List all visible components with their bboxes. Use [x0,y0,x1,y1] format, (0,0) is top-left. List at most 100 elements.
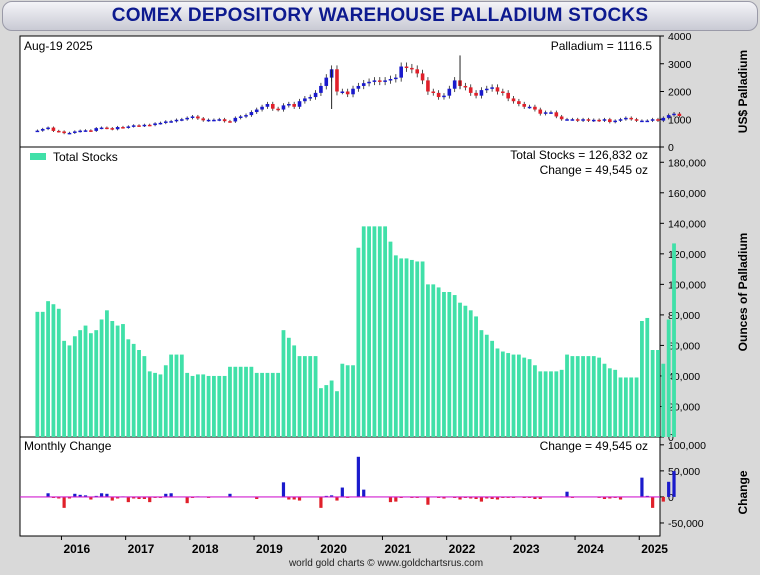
stocks-bar [629,377,634,437]
change-bar [67,496,72,499]
stocks-bar [404,258,409,437]
price-candle [190,116,195,118]
price-candle [570,119,575,121]
price-candle [634,119,639,121]
price-ytick-label: 4000 [668,31,692,43]
price-candle [196,116,200,119]
change-bar [126,496,130,503]
stocks-bar [94,330,99,437]
change-ytick-label: 100,000 [668,440,706,452]
change-bar [255,496,259,500]
stocks-bar [335,391,339,437]
price-candle [222,119,227,122]
change-bar [667,481,671,497]
stocks-bar [415,261,420,437]
price-candle [335,69,339,92]
change-bar [458,496,462,500]
price-candle [308,97,313,99]
price-candle [410,67,414,70]
price-candle [383,80,387,82]
price-ytick-label: 0 [668,142,674,154]
stocks-bar [634,377,639,437]
stocks-bar [613,369,618,437]
stocks-bar [388,241,393,437]
change-bar [281,482,286,497]
x-year-label: 2025 [641,542,668,556]
change-bar [132,496,136,499]
price-candle [399,66,403,78]
stocks-bar [377,226,382,437]
change-ytick-label: 50,000 [668,466,700,478]
stocks-bar [190,375,195,437]
stocks-bar [581,356,585,437]
stocks-bar [640,321,644,437]
change-bar [330,495,334,497]
stocks-bar [463,305,468,437]
x-year-label: 2020 [320,542,347,556]
change-bar [185,496,189,504]
price-candle [442,95,446,98]
price-candle [142,124,147,127]
price-candle [431,91,436,93]
stocks-ytick-label: 60,000 [668,340,700,352]
stocks-bar [319,388,323,437]
price-candle [297,101,302,107]
stocks-bar [468,310,473,437]
change-bar [426,496,430,505]
x-year-label: 2016 [63,542,90,556]
price-candle [265,103,270,107]
stocks-bar [565,354,569,437]
price-candle [212,119,216,122]
stocks-bar [479,330,484,437]
x-year-label: 2023 [513,542,540,556]
change-bar [565,491,569,497]
stocks-bar [281,330,286,437]
stocks-bar [324,385,329,437]
stocks-bar [51,304,56,437]
change-bar [474,496,478,500]
price-candle [260,106,264,110]
price-candle [83,130,88,132]
change-bar [495,496,500,500]
stocks-ytick-label: 0 [668,432,674,444]
stocks-bar [495,348,500,437]
price-candle [517,101,521,104]
stocks-bar [270,372,275,437]
change-panel-label: Monthly Change [24,439,112,453]
stocks-bar [672,243,676,437]
stocks-bar [661,363,666,437]
stocks-bar [78,330,83,437]
change-bar [99,493,104,497]
stocks-bar [650,350,655,437]
change-bar [602,496,607,500]
stocks-bar [179,354,184,437]
price-candle [581,119,585,121]
price-candle [174,119,179,122]
price-candle [436,92,441,98]
stocks-bar [163,365,168,437]
credit-line: world gold charts © www.goldchartsrus.co… [288,558,484,569]
price-candle [158,122,163,125]
change-bar [485,496,489,499]
stocks-bar [233,366,238,437]
stocks-bar [351,365,355,437]
change-bar [73,493,77,497]
price-candle [527,106,532,109]
price-candle [126,126,131,128]
stocks-bar [474,316,478,437]
change-bar [62,496,66,508]
change-bar [228,493,232,497]
price-candle [121,127,125,129]
stocks-bar [367,226,371,437]
stocks-bar [137,350,141,437]
change-bar [661,496,665,502]
stocks-bar [260,372,264,437]
change-bar [142,496,146,500]
stocks-bar [506,353,511,437]
price-candle [94,128,99,131]
x-year-label: 2017 [128,542,155,556]
price-candle [426,80,430,92]
change-bar [608,496,612,499]
stocks-bar [83,325,88,437]
